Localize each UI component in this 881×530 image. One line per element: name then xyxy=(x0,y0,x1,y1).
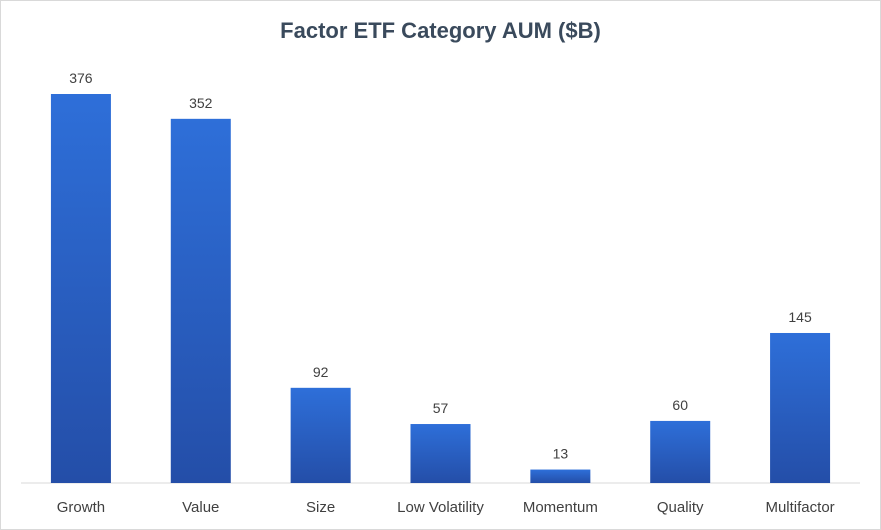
data-label-size: 92 xyxy=(313,364,329,380)
bar-multifactor xyxy=(770,332,831,483)
bar-low-volatility xyxy=(410,424,471,483)
data-label-momentum: 13 xyxy=(553,446,569,462)
category-label-value: Value xyxy=(182,499,219,516)
category-label-momentum: Momentum xyxy=(523,499,598,516)
bar-momentum xyxy=(530,469,591,483)
chart-title: Factor ETF Category AUM ($B) xyxy=(280,18,601,43)
category-label-quality: Quality xyxy=(657,499,704,516)
category-label-size: Size xyxy=(306,499,335,516)
bar-growth xyxy=(50,94,111,483)
data-label-growth: 376 xyxy=(69,70,93,86)
data-label-low-volatility: 57 xyxy=(433,400,449,416)
bar-quality xyxy=(650,420,711,483)
data-label-value: 352 xyxy=(189,95,213,111)
bar-value xyxy=(170,118,231,484)
category-label-growth: Growth xyxy=(57,499,105,516)
data-label-multifactor: 145 xyxy=(788,309,812,325)
data-label-quality: 60 xyxy=(672,397,688,413)
category-label-multifactor: Multifactor xyxy=(765,499,834,516)
bar-size xyxy=(290,387,351,483)
category-label-low-volatility: Low Volatility xyxy=(397,499,484,516)
